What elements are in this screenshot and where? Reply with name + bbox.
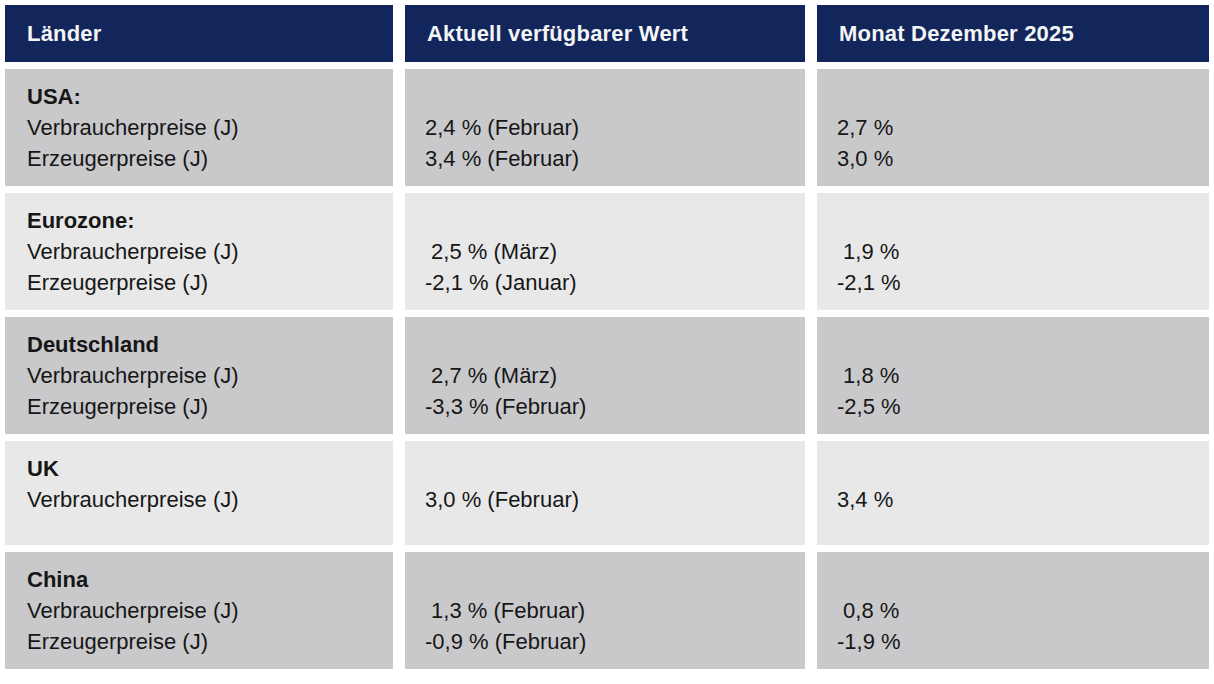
line-spacer — [837, 329, 1199, 360]
row-deutschland-country-cell: Deutschland Verbraucherpreise (J) Erzeug… — [5, 317, 393, 434]
header-cell-december-2025: Monat Dezember 2025 — [817, 5, 1209, 62]
indicator-labels: Verbraucherpreise (J) Erzeugerpreise (J) — [27, 360, 383, 422]
row-uk-december-cell: 3,4 % — [817, 441, 1209, 545]
row-china-current-cell: 1,3 % (Februar) -0,9 % (Februar) — [405, 552, 805, 669]
indicator-labels: Verbraucherpreise (J) Erzeugerpreise (J) — [27, 595, 383, 657]
december-values: 1,9 % -2,1 % — [837, 236, 1199, 298]
current-values: 2,7 % (März) -3,3 % (Februar) — [425, 360, 795, 422]
row-eurozone-current-cell: 2,5 % (März) -2,1 % (Januar) — [405, 193, 805, 310]
row-uk-current-cell: 3,0 % (Februar) — [405, 441, 805, 545]
page: Länder Aktuell verfügbarer Wert Monat De… — [0, 0, 1214, 684]
row-deutschland-current-cell: 2,7 % (März) -3,3 % (Februar) — [405, 317, 805, 434]
indicator-labels: Verbraucherpreise (J) — [27, 484, 383, 515]
december-values: 0,8 % -1,9 % — [837, 595, 1199, 657]
current-values: 2,5 % (März) -2,1 % (Januar) — [425, 236, 795, 298]
row-eurozone-country-cell: Eurozone: Verbraucherpreise (J) Erzeuger… — [5, 193, 393, 310]
row-deutschland-december-cell: 1,8 % -2,5 % — [817, 317, 1209, 434]
country-name: Eurozone: — [27, 205, 383, 236]
row-usa-december-cell: 2,7 % 3,0 % — [817, 69, 1209, 186]
current-values: 3,0 % (Februar) — [425, 484, 795, 515]
indicator-labels: Verbraucherpreise (J) Erzeugerpreise (J) — [27, 112, 383, 174]
row-china-december-cell: 0,8 % -1,9 % — [817, 552, 1209, 669]
row-eurozone-december-cell: 1,9 % -2,1 % — [817, 193, 1209, 310]
row-usa-current-cell: 2,4 % (Februar) 3,4 % (Februar) — [405, 69, 805, 186]
december-values: 1,8 % -2,5 % — [837, 360, 1199, 422]
current-values: 1,3 % (Februar) -0,9 % (Februar) — [425, 595, 795, 657]
december-values: 2,7 % 3,0 % — [837, 112, 1199, 174]
line-spacer — [425, 81, 795, 112]
line-spacer — [837, 564, 1199, 595]
row-china-country-cell: China Verbraucherpreise (J) Erzeugerprei… — [5, 552, 393, 669]
line-spacer — [837, 453, 1199, 484]
december-values: 3,4 % — [837, 484, 1199, 515]
line-spacer — [837, 81, 1199, 112]
header-label-current-value: Aktuell verfügbarer Wert — [427, 21, 688, 47]
line-spacer — [837, 205, 1199, 236]
row-uk-country-cell: UK Verbraucherpreise (J) — [5, 441, 393, 545]
line-spacer — [425, 453, 795, 484]
header-cell-laender: Länder — [5, 5, 393, 62]
prices-table: Länder Aktuell verfügbarer Wert Monat De… — [5, 5, 1209, 669]
row-usa-country-cell: USA: Verbraucherpreise (J) Erzeugerpreis… — [5, 69, 393, 186]
country-name: Deutschland — [27, 329, 383, 360]
line-spacer — [425, 329, 795, 360]
header-cell-current-value: Aktuell verfügbarer Wert — [405, 5, 805, 62]
country-name: China — [27, 564, 383, 595]
header-label-laender: Länder — [27, 21, 102, 47]
indicator-labels: Verbraucherpreise (J) Erzeugerpreise (J) — [27, 236, 383, 298]
current-values: 2,4 % (Februar) 3,4 % (Februar) — [425, 112, 795, 174]
line-spacer — [425, 564, 795, 595]
country-name: USA: — [27, 81, 383, 112]
header-label-december-2025: Monat Dezember 2025 — [839, 21, 1074, 47]
country-name: UK — [27, 453, 383, 484]
line-spacer — [425, 205, 795, 236]
